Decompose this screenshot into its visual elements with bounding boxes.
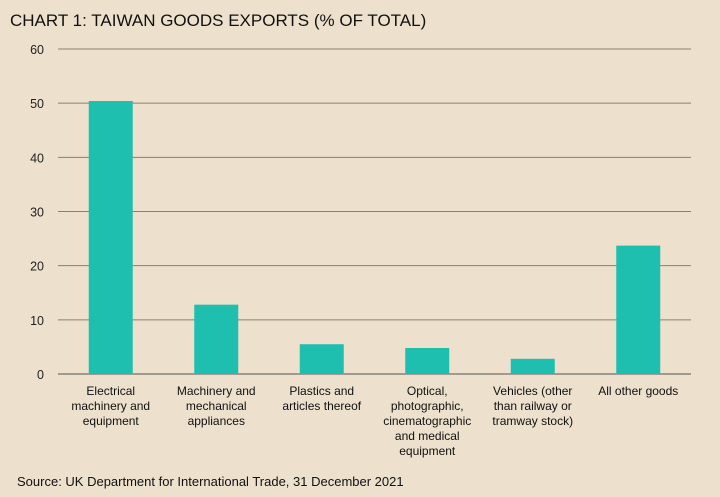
x-category-label-line: Machinery and [177, 384, 256, 398]
bar [299, 344, 344, 374]
x-category-label-line: tramway stock) [492, 414, 573, 428]
x-category-label-line: All other goods [598, 384, 678, 398]
chart-source: Source: UK Department for International … [17, 474, 404, 489]
x-category-label-line: Electrical [86, 384, 135, 398]
bar [616, 245, 661, 374]
x-category-label-line: Vehicles (other [493, 384, 572, 398]
x-category-label-line: articles thereof [282, 399, 361, 413]
category-labels: Electrical machinery and equipmentMachiner… [71, 384, 678, 458]
y-tick-label: 20 [30, 260, 44, 274]
x-category-label-line: appliances [188, 414, 245, 428]
y-tick-label: 10 [30, 314, 44, 328]
y-tick-label: 40 [30, 151, 44, 165]
y-axis-ticks: 0 10 20 30 40 50 60 [30, 43, 44, 382]
bar [510, 358, 555, 374]
y-tick-label: 50 [30, 97, 44, 111]
gridlines [58, 48, 691, 375]
bar [194, 304, 239, 374]
y-tick-label: 30 [30, 206, 44, 220]
x-category-label-line: than railway or [494, 399, 572, 413]
x-category-label-line: machinery and [71, 399, 150, 413]
bars [88, 101, 661, 374]
chart-title: CHART 1: TAIWAN GOODS EXPORTS (% OF TOTA… [10, 11, 426, 30]
x-category-label-line: Optical, [407, 384, 448, 398]
x-category-label: All other goods [598, 384, 678, 398]
x-category-label-line: equipment [83, 414, 140, 428]
bar [405, 348, 450, 374]
x-category-label: Vehicles (other than railway or tramway st… [492, 384, 573, 428]
x-category-label-line: photographic, [391, 399, 464, 413]
x-category-label-line: and medical [395, 429, 460, 443]
y-tick-label: 0 [37, 368, 44, 382]
y-tick-label: 60 [30, 43, 44, 57]
x-category-label: Machinery and mechanical appliances [177, 384, 256, 428]
x-category-label-line: equipment [399, 444, 456, 458]
x-category-label: Plastics and articles thereof [282, 384, 361, 413]
x-category-label: Electrical machinery and equipment [71, 384, 150, 428]
x-category-label-line: cinematographic [383, 414, 471, 428]
bar [88, 101, 133, 374]
x-category-label-line: Plastics and [289, 384, 354, 398]
x-category-label-line: mechanical [186, 399, 247, 413]
x-category-label: Optical, photographic, cinematographic and … [383, 384, 471, 458]
